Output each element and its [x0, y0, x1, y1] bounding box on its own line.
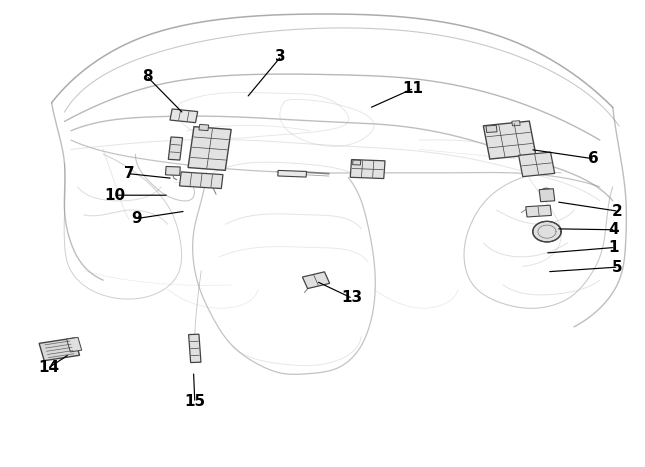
Text: 11: 11: [402, 81, 423, 96]
Polygon shape: [353, 160, 361, 165]
Polygon shape: [512, 120, 520, 126]
Text: 8: 8: [142, 69, 152, 84]
Polygon shape: [179, 172, 223, 189]
Polygon shape: [168, 137, 183, 160]
Polygon shape: [199, 124, 209, 131]
Text: 14: 14: [38, 361, 59, 375]
Text: 3: 3: [275, 50, 286, 64]
Polygon shape: [39, 338, 79, 361]
Text: 6: 6: [588, 151, 599, 166]
Polygon shape: [526, 205, 551, 217]
Text: 15: 15: [184, 394, 205, 409]
Polygon shape: [188, 127, 231, 170]
Polygon shape: [486, 125, 497, 133]
Polygon shape: [350, 160, 385, 178]
Text: 10: 10: [104, 188, 125, 203]
Text: 1: 1: [609, 240, 619, 255]
Text: 9: 9: [132, 211, 142, 226]
Text: 13: 13: [341, 290, 362, 305]
Polygon shape: [188, 334, 201, 362]
Polygon shape: [170, 109, 197, 123]
Circle shape: [533, 221, 561, 242]
Text: 2: 2: [612, 204, 622, 219]
Text: 4: 4: [609, 222, 619, 237]
Polygon shape: [278, 170, 306, 177]
Polygon shape: [303, 272, 330, 289]
Polygon shape: [66, 337, 82, 352]
Polygon shape: [166, 166, 180, 176]
Polygon shape: [519, 152, 555, 177]
Polygon shape: [483, 121, 536, 159]
Text: 7: 7: [124, 166, 134, 181]
Text: 5: 5: [612, 260, 622, 275]
Polygon shape: [539, 189, 555, 202]
